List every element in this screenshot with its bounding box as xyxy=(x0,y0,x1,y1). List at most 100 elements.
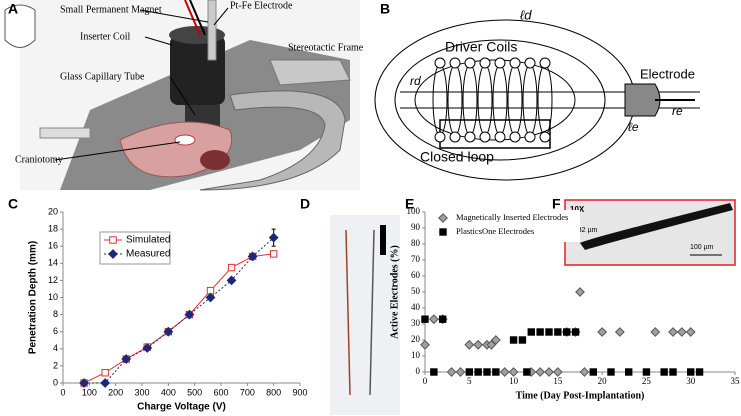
y-axis-label: Active Electrodes (%) xyxy=(389,245,400,339)
marker xyxy=(465,368,473,376)
x-axis-label: Charge Voltage (V) xyxy=(137,402,226,413)
y-tick-label: 14 xyxy=(48,258,58,268)
x-tick-label: 15 xyxy=(553,376,563,386)
y-tick-label: 50 xyxy=(411,286,421,296)
marker xyxy=(597,327,608,337)
marker xyxy=(571,328,580,336)
coils xyxy=(432,57,553,143)
x-tick-label: 700 xyxy=(240,387,255,397)
marker xyxy=(446,367,457,377)
marker xyxy=(660,368,668,376)
coil-wire xyxy=(479,57,491,69)
coil-wire xyxy=(449,57,461,69)
marker xyxy=(589,368,597,376)
x-tick-label: 30 xyxy=(686,376,696,386)
marker xyxy=(544,367,554,377)
panel-label: B xyxy=(380,1,390,17)
marker xyxy=(421,315,429,323)
x-tick-label: 0 xyxy=(423,376,428,386)
y-axis-label: Penetration Depth (mm) xyxy=(28,241,39,354)
electrode-label: Electrode xyxy=(640,66,695,81)
marker xyxy=(268,232,279,243)
dimension: ℓe xyxy=(628,120,639,134)
coil-wire xyxy=(494,57,506,69)
y-tick-label: 0 xyxy=(53,377,58,387)
scale-bar-label: 100 µm xyxy=(690,244,714,251)
annotation: Pt-Fe Electrode xyxy=(230,0,293,11)
marker xyxy=(473,339,484,350)
series-line xyxy=(83,253,274,384)
y-tick-label: 4 xyxy=(53,343,58,353)
x-tick-label: 800 xyxy=(266,387,281,397)
coil-wire xyxy=(524,57,536,69)
x-tick-label: 300 xyxy=(134,387,149,397)
x-tick-label: 25 xyxy=(642,376,652,386)
series-line xyxy=(84,237,275,384)
coil-wire xyxy=(449,131,461,143)
illustration-a xyxy=(4,0,360,191)
coil-wire xyxy=(524,131,536,143)
marker xyxy=(474,368,482,376)
marker xyxy=(483,368,491,376)
coil-wire xyxy=(434,57,446,69)
legend-label: Magnetically Inserted Electrodes xyxy=(456,212,568,222)
legend-marker xyxy=(108,249,118,259)
legend-label: PlasticsOne Electrodes xyxy=(456,226,534,236)
coil-label: Driver Coils xyxy=(445,39,517,55)
coil-wire xyxy=(509,57,521,69)
marker xyxy=(685,327,696,337)
micrograph-f xyxy=(564,199,736,266)
y-tick-label: 100 xyxy=(407,206,421,216)
loop-label: Closed loop xyxy=(420,149,494,165)
coil-wire xyxy=(479,131,491,143)
coil-wire xyxy=(434,131,446,143)
marker xyxy=(625,368,633,376)
x-tick-label: 20 xyxy=(598,376,608,386)
x-axis-label: Time (Day Post-Implantation) xyxy=(516,390,645,401)
marker xyxy=(536,328,544,336)
annotation: Craniotomy xyxy=(15,154,63,165)
coil-wire xyxy=(464,57,476,69)
magnification: 10X xyxy=(570,205,585,214)
y-tick-label: 60 xyxy=(411,270,421,280)
marker xyxy=(535,367,546,377)
marker xyxy=(687,368,695,376)
marker xyxy=(269,250,278,258)
marker xyxy=(428,314,439,325)
y-tick-label: 18 xyxy=(48,223,58,233)
annotation: Stereotactic Frame xyxy=(288,42,364,53)
marker xyxy=(669,368,677,376)
marker xyxy=(695,368,704,376)
marker xyxy=(650,327,661,337)
coil-wire xyxy=(539,131,551,143)
marker xyxy=(464,339,475,350)
coil-turn xyxy=(522,64,538,136)
marker xyxy=(575,287,585,297)
x-tick-label: 100 xyxy=(82,387,97,397)
marker xyxy=(527,328,535,336)
coil-turn xyxy=(537,64,553,136)
marker xyxy=(226,275,237,286)
marker xyxy=(486,339,497,350)
coil-wire xyxy=(494,131,506,143)
marker xyxy=(439,315,447,323)
coil-turn xyxy=(492,64,508,136)
marker xyxy=(499,367,510,377)
y-tick-label: 30 xyxy=(411,318,421,328)
marker xyxy=(142,343,153,353)
y-tick-label: 6 xyxy=(53,326,58,336)
panel-label: A xyxy=(8,1,18,17)
legend-marker xyxy=(109,236,117,244)
photo-d xyxy=(330,215,400,415)
marker xyxy=(563,328,571,336)
coil-wire xyxy=(509,131,521,143)
coil-wire xyxy=(464,131,476,143)
diameter: 29.32 µm xyxy=(568,227,597,234)
marker xyxy=(490,335,501,345)
dimension: rd xyxy=(410,74,421,88)
marker xyxy=(420,339,430,350)
marker xyxy=(518,336,527,344)
y-tick-label: 10 xyxy=(411,350,421,360)
